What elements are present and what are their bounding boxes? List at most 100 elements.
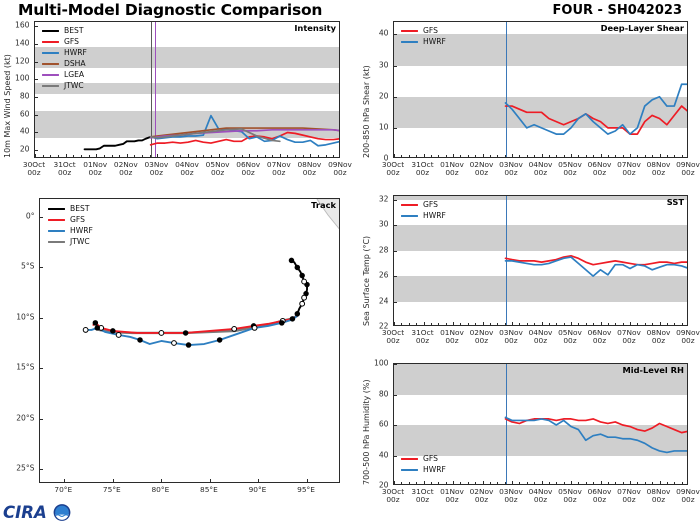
x-tick-label: 31Oct 00z bbox=[411, 160, 434, 178]
x-minor-tick bbox=[578, 323, 580, 325]
y-tick-mark bbox=[40, 418, 44, 420]
legend-item: BEST bbox=[42, 27, 87, 35]
x-minor-tick bbox=[489, 323, 491, 325]
x-minor-tick bbox=[637, 482, 639, 484]
analysis-time-line bbox=[505, 364, 507, 484]
y-tick-label: 24 bbox=[378, 296, 389, 306]
analysis-time-line bbox=[154, 22, 157, 157]
y-tick-label: 80 bbox=[19, 91, 30, 101]
x-minor-tick bbox=[430, 323, 432, 325]
y-tick-label: 15°S bbox=[16, 362, 35, 372]
x-tick-label: 01Nov 00z bbox=[440, 160, 464, 178]
y-tick-mark bbox=[35, 150, 39, 152]
x-minor-tick bbox=[674, 323, 676, 325]
legend-label: JTWC bbox=[64, 81, 84, 91]
legend-label: GFS bbox=[423, 26, 438, 36]
x-tick-label: 05Nov 00z bbox=[558, 160, 582, 178]
x-tick-label: 75°E bbox=[102, 485, 121, 494]
x-tick-label: 06Nov 00z bbox=[587, 160, 612, 178]
y-tick-mark bbox=[394, 96, 398, 98]
y-tick-mark bbox=[35, 26, 39, 28]
x-tick-mark bbox=[307, 478, 309, 482]
x-minor-tick bbox=[460, 482, 462, 484]
x-tick-mark bbox=[218, 153, 220, 157]
legend-label: HWRF bbox=[423, 465, 446, 475]
y-tick-label: 40 bbox=[19, 126, 30, 136]
series-layer bbox=[504, 254, 687, 277]
x-tick-mark bbox=[423, 321, 425, 325]
y-tick-label: 160 bbox=[15, 20, 30, 30]
x-tick-label: 31Oct 00z bbox=[411, 328, 434, 346]
legend-swatch-icon bbox=[42, 62, 59, 66]
track-marker-open bbox=[251, 325, 258, 331]
legend-label: GFS bbox=[64, 37, 79, 47]
x-minor-tick bbox=[666, 323, 668, 325]
track-marker-filled bbox=[137, 337, 143, 343]
panel-track: BEST GFS HWRF JTWC Track 0° 5°S 10°S 15°S 20°S 2… bbox=[16, 198, 340, 494]
series-line-best bbox=[83, 135, 152, 151]
x-minor-tick bbox=[475, 155, 477, 157]
plot-area-shear: GFS HWRF bbox=[393, 21, 688, 158]
legend-swatch-icon bbox=[42, 40, 59, 44]
series-line-jtwc bbox=[149, 128, 281, 143]
y-tick-label: 30 bbox=[378, 60, 389, 70]
x-tick-label: 03Nov 00z bbox=[144, 160, 169, 178]
x-minor-tick bbox=[401, 323, 403, 325]
x-minor-tick bbox=[556, 155, 558, 157]
y-tick-mark bbox=[394, 225, 398, 227]
x-minor-tick bbox=[644, 482, 646, 484]
x-minor-tick bbox=[430, 155, 432, 157]
x-tick-mark bbox=[157, 153, 159, 157]
x-minor-tick bbox=[272, 155, 274, 157]
x-tick-mark bbox=[394, 153, 395, 157]
series-line-gfs bbox=[149, 131, 339, 146]
x-minor-tick bbox=[295, 155, 297, 157]
x-tick-label: 09Nov 00z bbox=[676, 487, 700, 505]
x-tick-mark bbox=[482, 321, 484, 325]
page-title: Multi-Model Diagnostic Comparison bbox=[18, 1, 323, 19]
legend-label: HWRF bbox=[70, 226, 93, 236]
plot-area-intensity: BEST GFS HWRF DSHA LGEA JTWC bbox=[34, 21, 340, 158]
x-tick-label: 07Nov 00z bbox=[617, 487, 641, 505]
x-minor-tick bbox=[149, 155, 151, 157]
legend-item: GFS bbox=[401, 27, 446, 35]
x-minor-tick bbox=[666, 155, 668, 157]
x-tick-label: 05Nov 00z bbox=[558, 487, 582, 505]
x-minor-tick bbox=[165, 155, 167, 157]
x-tick-mark bbox=[453, 480, 454, 484]
y-tick-mark bbox=[40, 217, 44, 219]
track-marker-filled bbox=[92, 320, 99, 326]
x-minor-tick bbox=[534, 482, 536, 484]
series-line-hwrf bbox=[149, 114, 339, 147]
legend-label: BEST bbox=[70, 204, 90, 214]
x-minor-tick bbox=[585, 155, 587, 157]
x-tick-label: 01Nov 00z bbox=[440, 487, 464, 505]
x-minor-tick bbox=[563, 323, 565, 325]
x-minor-tick bbox=[416, 155, 418, 157]
x-tick-mark bbox=[482, 153, 484, 157]
legend-label: LGEA bbox=[64, 70, 85, 80]
track-marker-filled bbox=[299, 272, 305, 279]
x-tick-label: 04Nov 00z bbox=[528, 328, 553, 346]
x-tick-mark bbox=[209, 478, 211, 482]
x-tick-label: 04Nov 00z bbox=[175, 160, 199, 178]
y-tick-label: 20 bbox=[378, 480, 389, 490]
x-minor-tick bbox=[467, 482, 469, 484]
legend-shear: GFS HWRF bbox=[401, 27, 446, 49]
x-minor-tick bbox=[526, 323, 528, 325]
y-tick-label: 40 bbox=[378, 450, 389, 459]
legend-item: GFS bbox=[401, 455, 446, 463]
x-tick-mark bbox=[188, 153, 189, 157]
x-tick-label: 06Nov 00z bbox=[587, 487, 612, 505]
shaded-band bbox=[394, 34, 687, 66]
panel-shear: GFS HWRF Deep-Layer Shear 200-850 hPa She… bbox=[362, 21, 700, 177]
series-line-gfs bbox=[504, 105, 687, 135]
legend-swatch-icon bbox=[42, 29, 59, 33]
shaded-band bbox=[394, 196, 687, 200]
y-tick-mark bbox=[35, 44, 39, 46]
x-tick-label: 01Nov 00z bbox=[440, 328, 464, 346]
y-tick-label: 80 bbox=[378, 389, 389, 398]
legend-rh: GFS HWRF bbox=[401, 455, 446, 477]
x-minor-tick bbox=[325, 155, 327, 157]
panel-title-intensity: Intensity bbox=[294, 23, 336, 33]
